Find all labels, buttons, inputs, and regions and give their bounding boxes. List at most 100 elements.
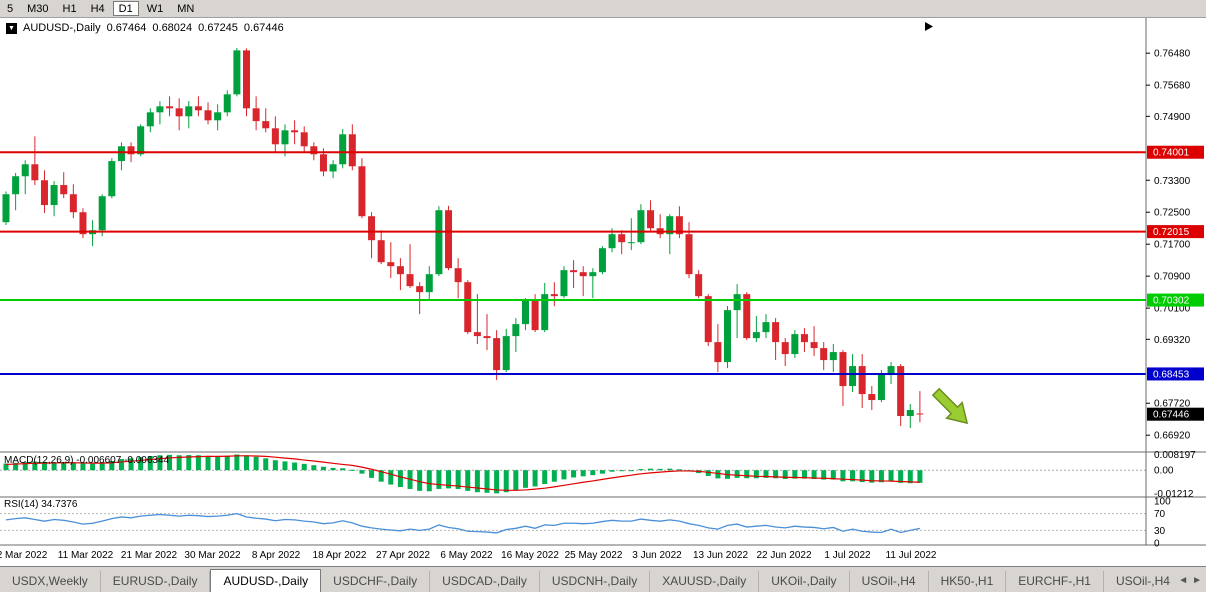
price-tag-label: 0.70302 [1153,296,1190,307]
chart-tab-usdchf-daily[interactable]: USDCHF-,Daily [321,571,431,592]
candle-body [502,336,510,371]
chart-tab-audusd-daily[interactable]: AUDUSD-,Daily [210,569,322,592]
down-arrow-annotation[interactable] [928,384,975,431]
timeframe-button-h1[interactable]: H1 [62,3,77,15]
chart-tab-ukoil-daily[interactable]: UKOil-,Daily [759,571,850,592]
candle-body [435,210,443,275]
macd-histogram-bar [878,470,884,483]
candle-body [387,262,395,267]
main-price-panel[interactable] [0,22,1146,431]
chart-tab-eurchf-h1[interactable]: EURCHF-,H1 [1006,571,1104,592]
candle-body [570,270,578,273]
macd-histogram-bar [90,463,96,471]
macd-histogram-bar [51,462,57,471]
macd-histogram-bar [205,455,211,471]
macd-signal-line [5,455,920,491]
chart-tab-xauusd-daily[interactable]: XAUUSD-,Daily [650,571,760,592]
candle-body [60,185,68,195]
macd-histogram-bar [340,468,346,471]
candle-body [897,366,905,417]
candle-body [695,274,703,297]
chart-tab-eurusd-daily[interactable]: EURUSD-,Daily [101,571,211,592]
chart-tab-hk50-h1[interactable]: HK50-,H1 [929,571,1007,592]
macd-histogram-bar [70,462,76,471]
macd-histogram-bar [215,456,221,471]
candle-body [233,50,241,95]
date-axis-label: 22 Jun 2022 [756,550,811,561]
macd-histogram-bar [705,470,711,476]
price-axis-label: 0.76480 [1154,49,1191,60]
rsi-axis-label: 70 [1154,509,1166,520]
candle-body [483,336,491,339]
date-axis-label: 21 Mar 2022 [121,550,178,561]
macd-histogram-bar [580,470,586,477]
candle-body [358,166,366,217]
candle-body [762,322,770,333]
macd-histogram-bar [830,470,836,480]
macd-histogram-bar [330,467,336,471]
price-chart-canvas[interactable]: 0.76480 0.75680 0.74900 0.73300 0.72500 0.717… [0,18,1206,566]
chart-shift-marker[interactable] [925,22,933,31]
candle-body [877,374,885,401]
macd-histogram-bar [744,470,750,479]
macd-histogram-bar [561,470,567,480]
date-axis-label: 3 Jun 2022 [632,550,682,561]
tab-scroll-right-button[interactable]: ► [1192,574,1202,586]
macd-histogram-bar [378,470,384,482]
timeframe-button-w1[interactable]: W1 [146,3,164,15]
macd-histogram-bar [474,470,480,493]
price-axis-label: 0.69320 [1154,335,1191,346]
timeframe-button-mn[interactable]: MN [177,3,195,15]
macd-histogram-bar [859,470,865,483]
candle-body [300,132,308,147]
macd-histogram-bar [628,470,634,472]
macd-histogram-bar [253,456,259,471]
timeframe-button-m30[interactable]: M30 [27,3,49,15]
timeframe-button-5[interactable]: 5 [7,3,14,15]
candle-body [820,348,828,361]
macd-histogram-bar [840,470,846,482]
candle-body [271,128,279,145]
macd-histogram-bar [224,455,230,471]
timeframe-button-d1[interactable]: D1 [112,1,139,16]
macd-histogram-bar [753,470,759,479]
macd-histogram-bar [359,470,365,474]
chart-tab-usoil-h4[interactable]: USOil-,H4 [850,571,929,592]
date-axis-label: 6 May 2022 [440,550,493,561]
macd-histogram-bar [128,458,134,471]
chart-tab-usdx-weekly[interactable]: USDX,Weekly [0,571,101,592]
chart-tab-usoil-h4[interactable]: USOil-,H4 [1104,571,1174,592]
candle-body [733,294,741,311]
candle-body [810,342,818,349]
macd-histogram-bar [571,470,577,478]
macd-histogram-bar [282,461,288,471]
chart-area[interactable]: 0.76480 0.75680 0.74900 0.73300 0.72500 0.717… [0,18,1206,566]
chart-tab-usdcnh-daily[interactable]: USDCNH-,Daily [540,571,651,592]
candle-body [464,282,472,333]
ohlc-open-value: 0.67464 [106,22,147,34]
price-tag [1147,145,1204,159]
macd-histogram-bar [513,470,519,491]
date-axis-label: 2 Mar 2022 [0,550,48,561]
candle-body [243,50,250,109]
timeframe-button-h4[interactable]: H4 [90,3,105,15]
tab-scroll-left-button[interactable]: ◄ [1178,574,1189,586]
macd-histogram-bar [186,455,192,471]
date-axis-label: 18 Apr 2022 [313,550,367,561]
candle-body [714,342,722,363]
price-tag [1147,293,1204,307]
macd-histogram-bar [638,469,644,471]
chart-collapse-icon[interactable]: ▼ [6,22,17,34]
candle-body [166,106,174,109]
macd-histogram-bar [417,470,423,491]
macd-histogram-bar [292,462,298,471]
macd-histogram-bar [590,470,596,476]
macd-axis-label: 0.008197 [1154,450,1196,461]
macd-histogram-bar [542,470,548,484]
candle-body [724,310,731,363]
candle-body [512,324,520,337]
price-tag-label: 0.67446 [1153,410,1190,421]
macd-histogram-bar [436,470,442,489]
candle-body [849,366,857,387]
chart-tab-usdcad-daily[interactable]: USDCAD-,Daily [430,571,540,592]
